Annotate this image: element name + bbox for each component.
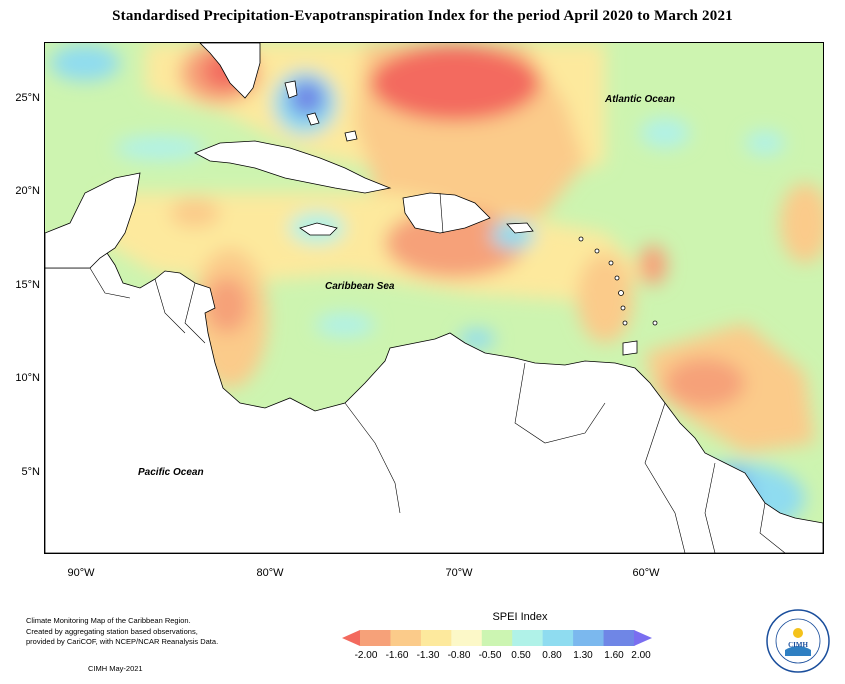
central-america-border <box>184 282 206 344</box>
legend-cells <box>360 630 635 646</box>
jamaica <box>299 222 338 236</box>
legend-color-cell <box>573 630 605 646</box>
lon-label-80w: 80°W <box>256 567 284 579</box>
lon-label-60w: 60°W <box>632 567 660 579</box>
spei-region <box>745 131 785 155</box>
legend-color-cell <box>542 630 574 646</box>
legend-tick: 1.30 <box>573 650 593 661</box>
spei-region <box>459 329 495 349</box>
legend-color-cell <box>360 630 391 646</box>
legend-tick: 1.60 <box>604 650 624 661</box>
venezuela-border <box>514 362 606 444</box>
footer-note: Climate Monitoring Map of the Caribbean … <box>26 616 218 648</box>
legend-arrow-right <box>634 630 652 646</box>
spei-region <box>665 358 745 408</box>
spei-region <box>205 277 249 333</box>
florida <box>199 43 261 99</box>
legend-arrow-left <box>342 630 360 646</box>
spei-region <box>640 118 690 148</box>
lat-label-10n: 10°N <box>15 372 40 384</box>
atlantic-ocean-label: Atlantic Ocean <box>605 94 676 105</box>
spei-region <box>50 45 120 81</box>
legend-tick: -2.00 <box>354 650 378 661</box>
logo-text: CIMH <box>788 641 808 649</box>
pacific-ocean-label: Pacific Ocean <box>138 467 204 478</box>
lesser-antilles-island <box>614 275 620 281</box>
guyana-border <box>644 402 686 553</box>
lesser-antilles-island <box>578 236 584 242</box>
yucatan-peninsula <box>45 172 141 269</box>
spei-region <box>370 45 540 121</box>
haiti-dr-border <box>439 192 444 234</box>
mexico-border <box>89 267 131 299</box>
caribbean-sea-label: Caribbean Sea <box>325 281 395 292</box>
spei-region <box>115 136 205 160</box>
legend-color-cell <box>481 630 513 646</box>
spei-map-canvas <box>45 43 823 553</box>
barbados-island <box>652 320 658 326</box>
land-masses <box>45 43 823 553</box>
cimh-logo: CIMH <box>766 609 830 673</box>
legend-tick: 0.50 <box>511 650 531 661</box>
country-borders <box>89 192 786 553</box>
lesser-antilles-island <box>622 320 628 326</box>
south-central-america <box>45 252 823 553</box>
lon-label-90w: 90°W <box>67 567 95 579</box>
lon-label-70w: 70°W <box>445 567 473 579</box>
lesser-antilles-island <box>594 248 600 254</box>
bahamas-island <box>284 80 298 99</box>
puerto-rico <box>506 222 534 234</box>
footer-line-1: Climate Monitoring Map of the Caribbean … <box>26 616 191 625</box>
lesser-antilles-island <box>620 305 626 311</box>
map-title: Standardised Precipitation-Evapotranspir… <box>112 8 733 24</box>
legend-color-cell <box>420 630 452 646</box>
footer-line-2: Created by aggregating station based obs… <box>26 626 198 636</box>
cuba <box>194 140 392 194</box>
legend-color-cell <box>512 630 544 646</box>
lat-label-25n: 25°N <box>15 92 40 104</box>
logo-sun-icon <box>793 628 803 638</box>
bahamas-island <box>344 130 358 142</box>
footer-line-3: provided by CariCOF, with NCEP/NCAR Rean… <box>26 637 219 646</box>
spei-region <box>577 253 633 343</box>
hispaniola <box>402 192 491 234</box>
legend-ticks: -2.00 -1.60 -1.30 -0.80 -0.50 0.50 0.80 … <box>345 650 651 664</box>
suriname-border <box>704 462 716 553</box>
spei-region <box>639 245 667 285</box>
lat-label-20n: 20°N <box>15 185 40 197</box>
legend-tick: 0.80 <box>542 650 562 661</box>
lesser-antilles-island <box>618 290 624 296</box>
legend-tick: -0.50 <box>478 650 502 661</box>
spei-map <box>44 42 824 554</box>
colombia-border <box>344 402 401 514</box>
spei-region <box>170 198 220 228</box>
legend-colorbar <box>342 630 652 646</box>
legend-color-cell <box>451 630 483 646</box>
footer-date: CIMH May-2021 <box>88 664 143 673</box>
french-guiana-border <box>759 502 786 553</box>
legend-tick: -1.30 <box>416 650 440 661</box>
legend-color-cell <box>390 630 422 646</box>
bahamas-island <box>306 112 320 126</box>
spei-region <box>289 80 325 116</box>
lat-label-15n: 15°N <box>15 279 40 291</box>
spei-region <box>780 183 823 263</box>
central-america-border <box>154 278 186 334</box>
legend-color-cell <box>603 630 635 646</box>
legend-tick: -0.80 <box>447 650 471 661</box>
spei-region <box>315 313 375 337</box>
legend-tick: -1.60 <box>385 650 409 661</box>
legend-title: SPEI Index <box>492 611 548 623</box>
lesser-antilles-island <box>608 260 614 266</box>
trinidad <box>622 340 638 356</box>
lat-label-5n: 5°N <box>21 466 40 478</box>
legend-tick: 2.00 <box>631 650 651 661</box>
logo-wave-icon <box>785 646 811 656</box>
